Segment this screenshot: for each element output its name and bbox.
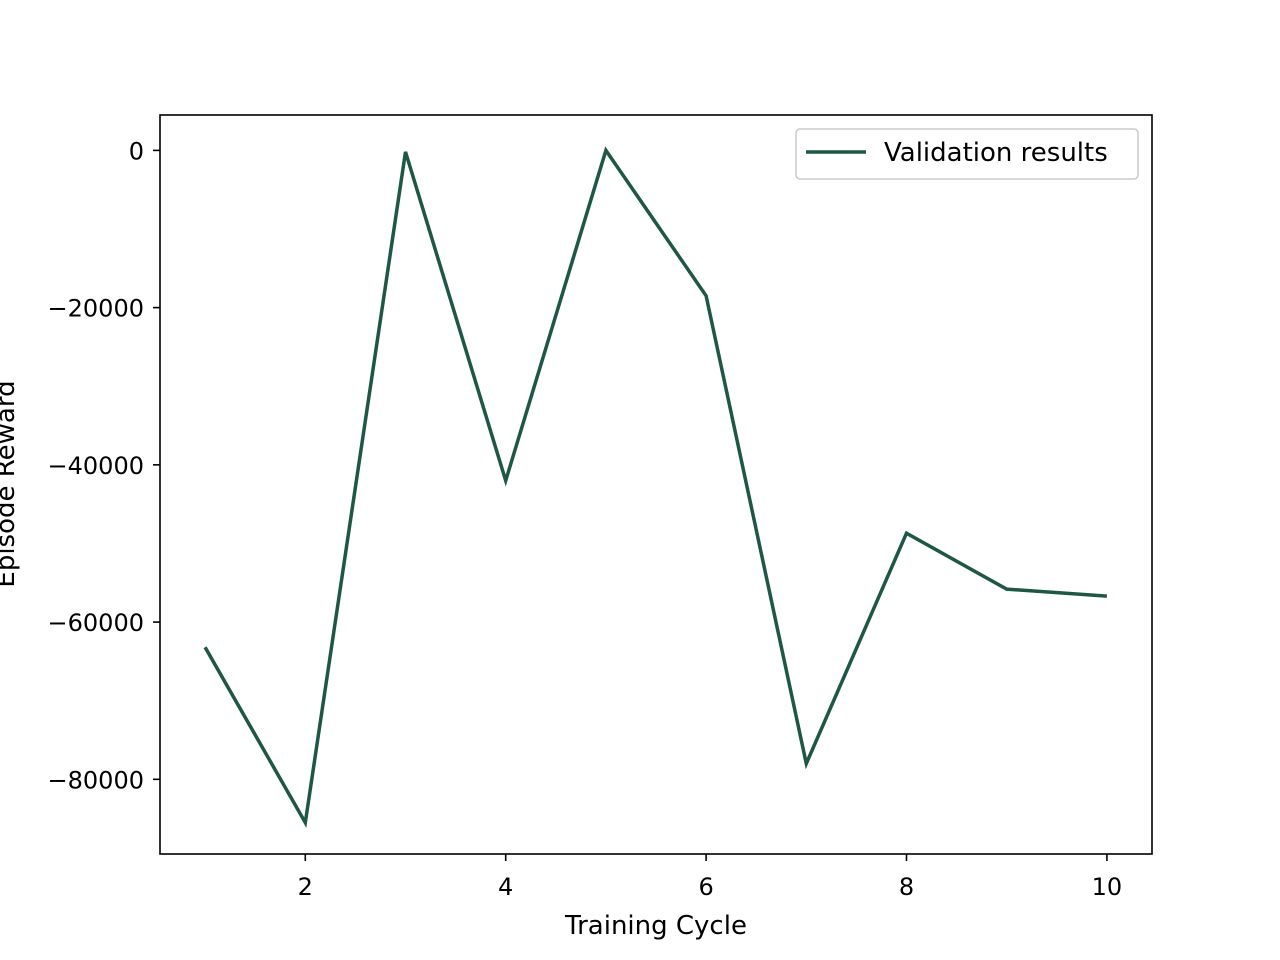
x-tick-label: 4 <box>498 873 513 901</box>
series-line-0 <box>203 146 1108 828</box>
y-tick-label: −40000 <box>48 452 144 480</box>
legend-label: Validation results <box>884 138 1108 168</box>
x-tick-label: 2 <box>298 873 313 901</box>
legend-box <box>795 128 1139 180</box>
x-axis-label: Training Cycle <box>564 911 747 941</box>
y-axis: 0 −20000 −40000 −60000 −80000 <box>48 137 160 794</box>
plot-frame <box>159 114 1153 855</box>
x-tick-label: 10 <box>1092 873 1123 901</box>
y-tick-label: −20000 <box>48 295 144 323</box>
y-tick-label: −60000 <box>48 609 144 637</box>
y-tick-label: −80000 <box>48 766 144 794</box>
series-layer <box>203 146 1108 828</box>
x-axis: 2 4 6 8 10 <box>298 854 1123 901</box>
x-tick-label: 8 <box>899 873 914 901</box>
plot-area <box>160 115 1152 854</box>
y-tick-label: 0 <box>129 137 144 165</box>
y-axis-label: Episode Reward <box>0 380 21 587</box>
x-tick-label: 6 <box>698 873 713 901</box>
legend: Validation results <box>795 128 1139 180</box>
